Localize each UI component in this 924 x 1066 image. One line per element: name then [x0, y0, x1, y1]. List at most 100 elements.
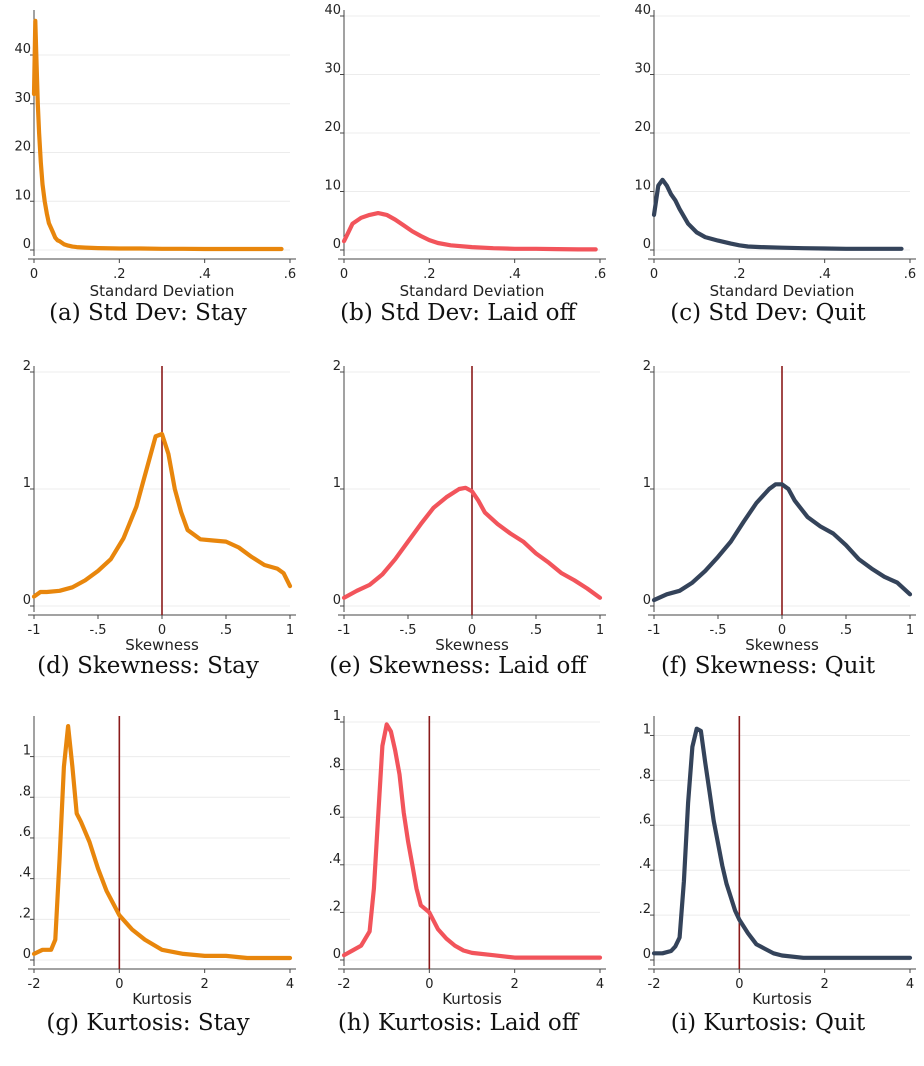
x-tick-label: .5: [840, 623, 852, 638]
y-tick-label: 0: [643, 237, 651, 252]
y-tick-label: .6: [639, 812, 651, 827]
y-tick-label: 40: [14, 42, 31, 57]
x-tick-label: .4: [508, 267, 520, 282]
x-tick-label: .6: [284, 267, 296, 282]
density-line: [31, 18, 284, 252]
y-tick-label: 2: [23, 359, 31, 374]
x-tick-label: -.5: [399, 623, 416, 638]
y-tick-label: 0: [333, 947, 341, 962]
y-tick-label: 20: [14, 140, 31, 155]
x-axis-label: Standard Deviation: [400, 282, 545, 300]
x-tick-label: 0: [425, 977, 433, 992]
density-line: [651, 482, 913, 603]
x-axis-label: Kurtosis: [132, 990, 192, 1008]
x-tick-label: .4: [818, 267, 830, 282]
x-tick-label: .6: [594, 267, 606, 282]
x-axis-label: Skewness: [125, 636, 199, 654]
chart-panel-1: 0 10 20 30 40 0 .2 .4 .6 Standard Deviation(a) St…: [14, 10, 296, 326]
y-tick-label: 1: [333, 709, 341, 724]
y-tick-label: 10: [14, 188, 31, 203]
chart-panel-4: 0 1 2 -1 -.5 0 .5 1 Skewness(d) Skewness: Stay: [23, 359, 296, 679]
x-tick-label: -2: [338, 977, 351, 992]
x-tick-label: 0: [468, 623, 476, 638]
y-tick-label: 40: [634, 3, 651, 18]
y-tick-label: 0: [333, 593, 341, 608]
y-tick-label: .4: [19, 866, 31, 881]
y-tick-label: 1: [643, 722, 651, 737]
y-tick-label: .8: [329, 757, 341, 772]
y-tick-label: .6: [19, 825, 31, 840]
y-tick-label: 2: [333, 359, 341, 374]
x-tick-label: .5: [220, 623, 232, 638]
y-tick-label: 20: [324, 120, 341, 135]
x-tick-label: .4: [198, 267, 210, 282]
y-tick-label: 0: [23, 593, 31, 608]
y-tick-label: 20: [634, 120, 651, 135]
x-tick-label: 4: [596, 977, 604, 992]
x-axis-label: Kurtosis: [442, 990, 502, 1008]
x-tick-label: -.5: [89, 623, 106, 638]
x-tick-label: .5: [530, 623, 542, 638]
y-tick-label: 30: [324, 62, 341, 77]
density-line: [341, 722, 603, 960]
y-tick-label: .6: [329, 804, 341, 819]
y-tick-label: 0: [643, 593, 651, 608]
x-axis-label: Skewness: [435, 636, 509, 654]
y-tick-label: 10: [634, 179, 651, 194]
chart-panel-3: 0 10 20 30 40 0 .2 .4 .6 Standard Deviation(c) St…: [634, 3, 916, 326]
x-axis-label: Skewness: [745, 636, 819, 654]
panel-caption: (e) Skewness: Laid off: [329, 653, 588, 679]
chart-panel-2: 0 10 20 30 40 0 .2 .4 .6 Standard Deviation(b) St…: [324, 3, 606, 326]
panel-caption: (c) Std Dev: Quit: [670, 300, 866, 326]
panel-caption: (f) Skewness: Quit: [661, 653, 876, 679]
y-tick-label: .2: [19, 906, 31, 921]
x-tick-label: .2: [423, 267, 435, 282]
y-tick-label: .8: [639, 767, 651, 782]
y-tick-label: 30: [634, 62, 651, 77]
x-tick-label: 0: [30, 267, 38, 282]
x-tick-label: 1: [596, 623, 604, 638]
y-tick-label: 1: [23, 476, 31, 491]
x-tick-label: 0: [778, 623, 786, 638]
chart-panel-6: 0 1 2 -1 -.5 0 .5 1 Skewness(f) Skewness: Quit: [643, 359, 916, 679]
x-tick-label: 2: [201, 977, 209, 992]
x-tick-label: 1: [286, 623, 294, 638]
x-tick-label: 0: [340, 267, 348, 282]
y-tick-label: 1: [333, 476, 341, 491]
x-tick-label: 2: [821, 977, 829, 992]
chart-panel-5: 0 1 2 -1 -.5 0 .5 1 Skewness(e) Skewness: Laid o…: [329, 359, 606, 679]
y-tick-label: .4: [639, 857, 651, 872]
x-tick-label: 1: [906, 623, 914, 638]
y-tick-label: 0: [643, 947, 651, 962]
y-tick-label: 40: [324, 3, 341, 18]
x-axis-label: Standard Deviation: [710, 282, 855, 300]
x-tick-label: -.5: [709, 623, 726, 638]
chart-panel-7: 0 .2 .4 .6 .8 1 -2 0 2 4 Kurtosis (g) Kurtosis: Sta…: [19, 716, 296, 1036]
x-tick-label: -1: [648, 623, 661, 638]
x-tick-label: 0: [115, 977, 123, 992]
y-tick-label: 1: [643, 476, 651, 491]
y-tick-label: 0: [23, 947, 31, 962]
x-tick-label: -2: [28, 977, 41, 992]
panel-caption: (a) Std Dev: Stay: [49, 300, 247, 326]
y-tick-label: 0: [333, 237, 341, 252]
x-tick-label: .2: [113, 267, 125, 282]
panel-caption: (g) Kurtosis: Stay: [46, 1010, 249, 1036]
density-line: [651, 726, 913, 960]
y-tick-label: 30: [14, 91, 31, 106]
panel-caption: (d) Skewness: Stay: [37, 653, 259, 679]
x-tick-label: 0: [158, 623, 166, 638]
x-axis-label: Kurtosis: [752, 990, 812, 1008]
x-tick-label: 4: [906, 977, 914, 992]
x-tick-label: -1: [28, 623, 41, 638]
panel-caption: (b) Std Dev: Laid off: [340, 300, 577, 326]
x-tick-label: .6: [904, 267, 916, 282]
x-tick-label: .2: [733, 267, 745, 282]
y-tick-label: .8: [19, 784, 31, 799]
x-tick-label: 0: [735, 977, 743, 992]
chart-panel-9: 0 .2 .4 .6 .8 1 -2 0 2 4 Kurtosis (i) Kurtosis: Qui…: [639, 716, 916, 1036]
x-tick-label: -2: [648, 977, 661, 992]
y-tick-label: 2: [643, 359, 651, 374]
x-tick-label: 0: [650, 267, 658, 282]
